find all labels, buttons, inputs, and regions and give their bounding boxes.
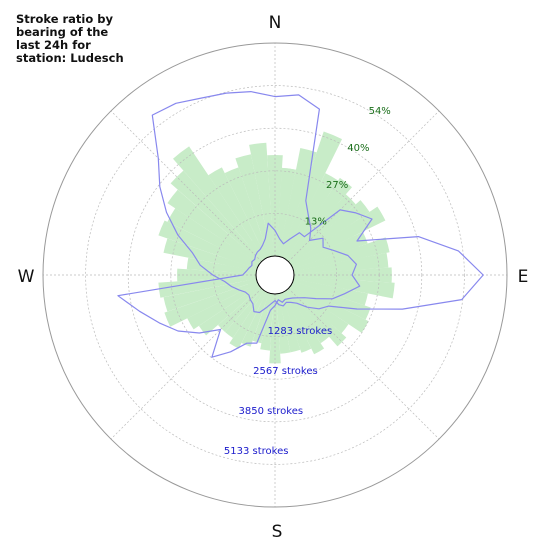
ratio-bar	[289, 210, 357, 265]
ratio-bar	[276, 293, 283, 313]
ratio-bar	[158, 276, 257, 298]
grid-ring	[127, 127, 423, 423]
cardinal-label-e: E	[518, 267, 529, 287]
grid-ring	[85, 85, 465, 465]
ratio-bar	[173, 146, 265, 261]
ratio-bar	[285, 177, 352, 261]
ratio-bar	[293, 245, 365, 272]
ratio-bar	[263, 292, 269, 299]
ratio-bar	[269, 294, 281, 364]
cardinal-label-n: N	[269, 13, 282, 33]
grid-spoke	[288, 288, 440, 440]
ratio-bar	[235, 154, 272, 257]
bars-layer	[158, 131, 395, 364]
grid-spoke	[288, 110, 440, 262]
outer-ring	[42, 42, 508, 508]
ratio-bar	[292, 235, 359, 269]
ratio-bar	[229, 290, 267, 349]
strokes-line	[117, 90, 484, 358]
ratio-ring-label: 27%	[326, 180, 348, 191]
ratio-bar	[240, 276, 257, 282]
ratio-bar	[281, 292, 312, 353]
ratio-bar	[292, 281, 329, 301]
ratio-bar	[164, 281, 258, 327]
ratio-bar	[255, 243, 267, 260]
ratio-bar	[208, 167, 267, 260]
ratio-bar	[281, 131, 342, 258]
center-hole	[255, 255, 295, 295]
ratio-bar	[198, 285, 261, 336]
ratio-bar	[290, 224, 358, 267]
ratio-bar	[230, 239, 261, 265]
ratio-bar	[258, 289, 265, 296]
count-ring-label: 2567 strokes	[253, 366, 318, 377]
ratio-bar	[293, 255, 376, 274]
labels-layer: N E S W 13% 27% 40% 54% 1283 strokes 2567 strokes…	[18, 13, 529, 542]
ratio-bar	[289, 285, 338, 325]
ratio-bar	[247, 278, 257, 285]
ratio-bar	[241, 292, 269, 347]
ratio-bar	[248, 281, 258, 288]
ratio-bar	[252, 293, 272, 344]
grid-spoke	[110, 110, 262, 262]
ratio-bar	[278, 148, 317, 257]
ratio-bar	[267, 155, 283, 256]
ratio-bar	[265, 224, 274, 257]
ratio-ring-label: 13%	[305, 217, 327, 228]
ratio-bar	[290, 283, 335, 312]
ratio-bar	[235, 283, 260, 300]
ratio-bar	[177, 268, 256, 282]
ratio-bar	[257, 290, 267, 304]
ratio-bar	[283, 173, 339, 260]
ratio-bar	[283, 290, 325, 355]
ratio-bar	[246, 285, 261, 298]
grid-spoke	[110, 288, 262, 440]
ratio-bar	[212, 236, 260, 267]
ratio-bar	[276, 167, 296, 257]
line-layer	[117, 90, 484, 358]
count-ring-label: 3850 strokes	[239, 406, 304, 417]
ratio-bar	[260, 231, 272, 257]
ratio-bar	[221, 249, 258, 269]
grid-layer	[42, 42, 508, 508]
ratio-ring-label: 40%	[347, 143, 369, 154]
ratio-bar	[247, 240, 265, 261]
ratio-bar	[258, 239, 269, 258]
ratio-bar	[293, 278, 344, 298]
cardinal-label-s: S	[272, 522, 283, 542]
chart-title: Stroke ratio by bearing of the last 24h …	[16, 12, 124, 65]
ratio-bar	[224, 167, 269, 258]
count-ring-label: 5133 strokes	[224, 446, 289, 457]
ratio-bar	[264, 293, 272, 306]
count-ring-label: 1283 strokes	[268, 326, 333, 337]
cardinal-label-w: W	[18, 267, 35, 287]
ratio-ring-label: 54%	[369, 106, 391, 117]
ratio-bar	[225, 289, 265, 338]
ratio-bar	[278, 293, 296, 337]
